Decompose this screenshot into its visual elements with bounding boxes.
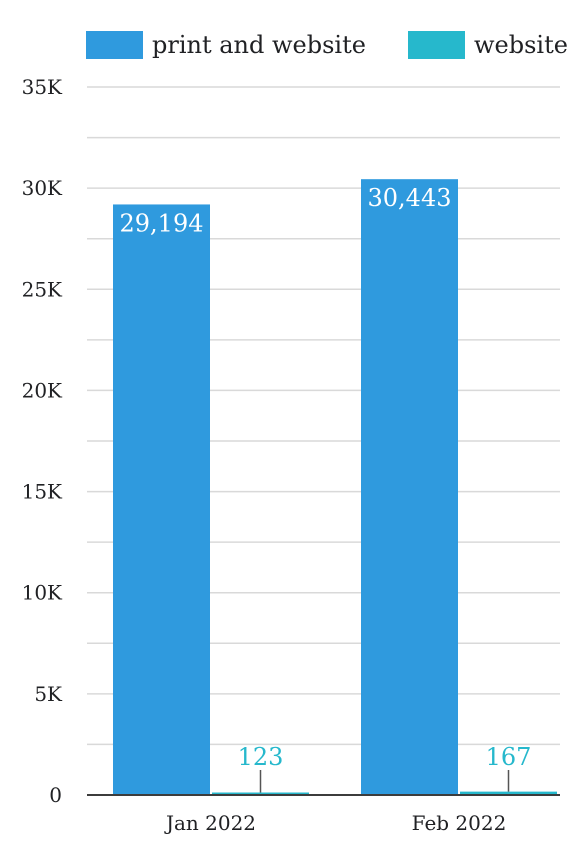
y-tick-label: 5K [34, 682, 63, 706]
bars [113, 179, 557, 796]
bar [212, 792, 309, 795]
y-tick-label: 35K [22, 75, 63, 99]
y-tick-label: 30K [22, 176, 63, 200]
y-tick-label: 25K [22, 277, 63, 301]
data-label: 29,194 [120, 209, 204, 237]
legend-label: website [474, 31, 568, 59]
legend: print and website website [86, 31, 568, 59]
y-tick-label: 10K [22, 581, 63, 605]
bar [460, 791, 557, 795]
data-label: 167 [486, 743, 532, 771]
legend-label: print and website [152, 31, 366, 59]
data-label: 30,443 [368, 184, 452, 212]
bar [361, 179, 458, 796]
data-label: 123 [238, 743, 284, 771]
x-tick-label: Jan 2022 [164, 811, 256, 835]
x-tick-label: Feb 2022 [412, 811, 507, 835]
y-tick-label: 20K [22, 378, 63, 402]
y-tick-label: 15K [22, 480, 63, 504]
bar [113, 204, 210, 795]
data-labels: 29,194 123 Jan 2022 30,443 167 Feb 2022 [120, 184, 532, 835]
legend-swatch [408, 31, 465, 59]
legend-swatch [86, 31, 143, 59]
legend-item: print and website [86, 31, 366, 59]
y-tick-label: 0 [49, 783, 62, 807]
y-axis: 0 5K 10K 15K 20K 25K 30K 35K [22, 75, 63, 807]
legend-item: website [408, 31, 568, 59]
